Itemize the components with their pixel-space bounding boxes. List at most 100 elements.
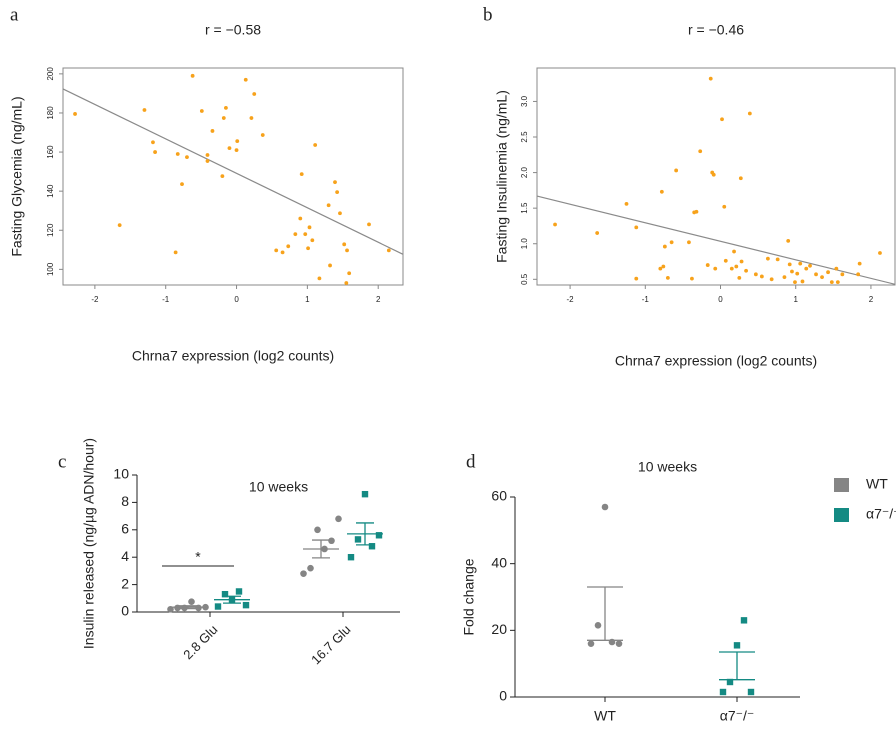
data-point <box>726 678 734 686</box>
data-point <box>658 266 663 271</box>
y-tick-label: 2 <box>121 575 129 591</box>
data-point <box>553 222 557 227</box>
x-tick-label: -1 <box>642 295 650 304</box>
panel-label: c <box>58 451 66 472</box>
data-point <box>669 240 674 245</box>
y-tick-label: 0.5 <box>520 273 529 285</box>
significance-label: * <box>195 549 201 565</box>
x-tick-label: 0 <box>718 295 723 304</box>
data-point <box>221 590 229 598</box>
data-point <box>235 588 243 595</box>
data-point <box>344 281 349 285</box>
plot-frame <box>62 67 404 286</box>
panel-label: a <box>10 4 19 25</box>
data-point <box>720 117 724 122</box>
data-point <box>690 276 694 281</box>
y-tick-label: 8 <box>121 493 129 509</box>
y-tick-label: 160 <box>46 145 55 159</box>
data-point <box>307 564 314 572</box>
data-point <box>328 263 332 268</box>
chart-title: r = −0.46 <box>688 22 744 38</box>
y-tick-label: 200 <box>46 67 55 81</box>
data-point <box>733 642 741 649</box>
data-point <box>205 153 210 157</box>
data-point <box>723 258 728 263</box>
data-point <box>835 280 840 285</box>
chart-title: r = −0.58 <box>205 22 261 38</box>
data-point <box>787 262 792 267</box>
data-point <box>361 490 369 498</box>
data-point <box>306 246 310 251</box>
data-point <box>694 209 699 214</box>
legend-label: WT <box>866 476 888 492</box>
data-point <box>737 275 742 280</box>
x-tick-label: 2 <box>376 295 381 304</box>
x-tick-label: 2.8 Glu <box>180 622 220 662</box>
data-point <box>252 92 257 96</box>
trendline <box>536 195 896 285</box>
y-tick-label: 100 <box>46 262 55 276</box>
y-tick-label: 1.0 <box>520 238 529 250</box>
data-point <box>298 216 303 221</box>
data-point <box>747 688 755 696</box>
y-axis-title: Fasting Glycemia (ng/mL) <box>9 96 25 256</box>
x-tick-label: 16.7 Glu <box>308 622 353 667</box>
plot-frame <box>536 67 896 286</box>
legend-swatch <box>834 508 849 522</box>
data-point <box>765 256 770 261</box>
x-tick-label: 1 <box>305 295 310 304</box>
y-tick-label: 20 <box>491 621 507 637</box>
data-point <box>734 264 739 269</box>
data-point <box>151 140 155 145</box>
x-tick-label: -2 <box>91 295 99 304</box>
chart-title: 10 weeks <box>249 479 308 495</box>
data-point <box>342 242 347 247</box>
data-point <box>808 263 812 268</box>
data-point <box>775 257 780 262</box>
x-axis-title: Chrna7 expression (log2 counts) <box>615 353 817 369</box>
data-point <box>173 250 178 255</box>
data-point <box>300 570 307 577</box>
x-tick-label: WT <box>594 708 616 724</box>
data-point <box>227 146 232 151</box>
data-point <box>634 225 639 230</box>
data-point <box>857 261 862 266</box>
data-point <box>293 232 298 237</box>
data-point <box>719 688 727 696</box>
data-point <box>221 116 226 120</box>
y-tick-label: 6 <box>121 521 129 537</box>
data-point <box>243 77 248 82</box>
data-point <box>804 266 809 271</box>
data-point <box>335 515 342 523</box>
data-point <box>826 270 830 275</box>
data-point <box>814 272 818 277</box>
y-tick-label: 0 <box>499 688 507 704</box>
data-point <box>317 276 322 281</box>
data-point <box>594 622 602 629</box>
data-point <box>286 244 291 249</box>
data-point <box>199 109 204 113</box>
x-tick-label: -1 <box>162 295 170 304</box>
x-axis-title: Chrna7 expression (log2 counts) <box>132 348 334 364</box>
data-point <box>738 176 743 181</box>
data-point <box>705 263 710 267</box>
data-point <box>840 272 845 277</box>
panel-label: b <box>483 4 493 25</box>
data-point <box>624 201 629 206</box>
y-tick-label: 140 <box>46 184 55 198</box>
data-point <box>698 149 703 154</box>
data-point <box>713 266 718 271</box>
legend-swatch <box>834 478 849 492</box>
data-point <box>210 129 215 133</box>
data-point <box>829 280 834 285</box>
data-point <box>175 152 180 156</box>
y-tick-label: 10 <box>113 466 129 482</box>
y-tick-label: 2.5 <box>520 131 529 143</box>
data-point <box>73 112 77 116</box>
data-point <box>333 180 337 185</box>
data-point <box>280 250 285 255</box>
data-point <box>142 108 147 112</box>
data-point <box>744 268 748 273</box>
data-point <box>711 172 716 177</box>
